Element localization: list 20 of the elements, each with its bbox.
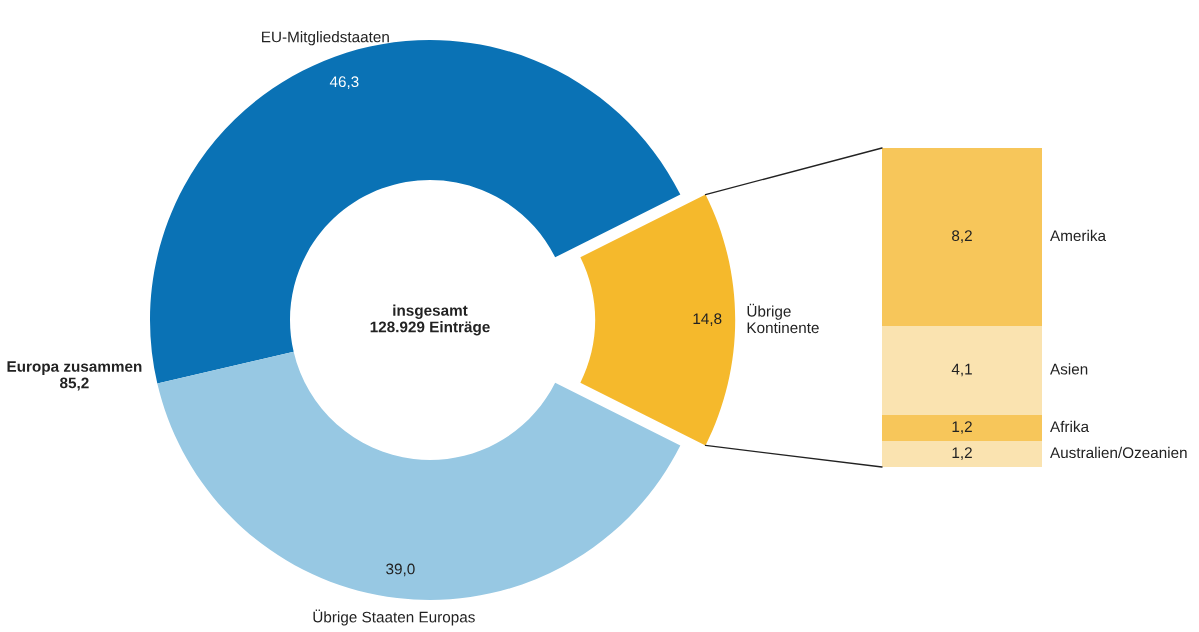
bar [882,440,1042,467]
series-label: Afrika [1050,420,1090,433]
bar [882,325,1042,415]
series-label: Australien/Ozeanien [1050,446,1187,459]
text: insgesamt 128.929 Einträge [370,304,490,336]
data-label: 39,0 [386,563,415,577]
slice-label: Übrige Staaten Europas [313,609,475,626]
data-label: 14,8 [693,313,722,326]
bar [882,148,1042,326]
series-label: Amerika [1050,229,1107,242]
series-label: Asien [1050,363,1088,375]
slice-label: Übrige Kontinente [747,303,819,334]
data-label: 8,2 [952,230,972,243]
data-label: 4,1 [951,363,972,377]
data-label: 1,2 [952,421,972,434]
data-label: 46,3 [329,76,359,89]
bar [882,414,1042,441]
text: Europa zusammen 85,2 [7,361,142,391]
slice-label: EU-Mitgliedstaaten [262,31,389,46]
data-label: 1,2 [952,447,972,460]
